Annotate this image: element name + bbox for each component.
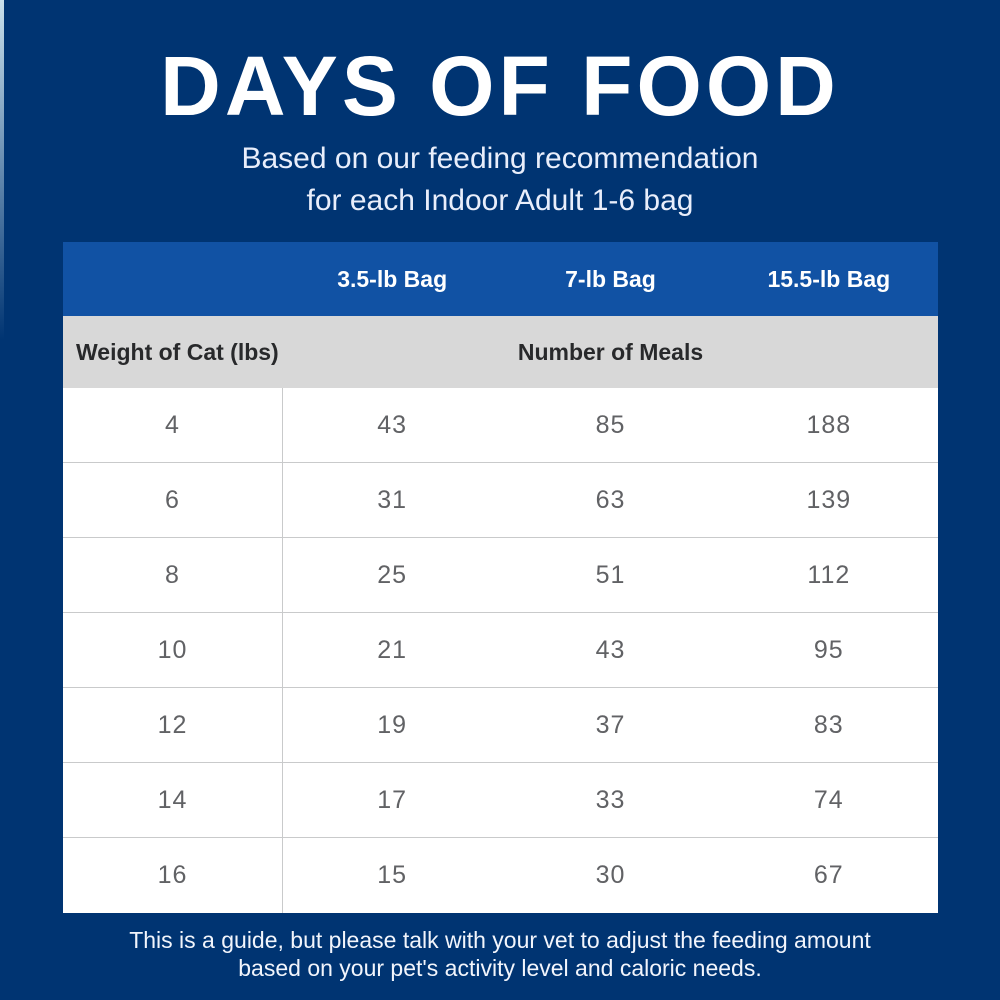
meals-cell: 17 (377, 785, 408, 814)
disclaimer-text: This is a guide, but please talk with yo… (0, 926, 1000, 982)
weight-cell: 8 (63, 538, 283, 612)
subtitle-line-2: for each Indoor Adult 1-6 bag (306, 184, 694, 217)
bag-header-7lb: 7-lb Bag (565, 265, 656, 292)
number-of-meals-header: Number of Meals (517, 338, 704, 365)
meals-cell: 51 (595, 560, 626, 589)
weight-cell: 10 (63, 613, 283, 687)
subtitle-line-1: Based on our feeding recommendation (241, 142, 759, 175)
meals-cell: 188 (806, 410, 852, 439)
weight-cell: 6 (63, 463, 283, 537)
meals-cell: 21 (377, 635, 408, 664)
meals-cell: 139 (806, 485, 852, 514)
weight-of-cat-header: Weight of Cat (lbs) (76, 338, 279, 365)
weight-cell: 12 (63, 688, 283, 762)
meals-cell: 33 (595, 785, 626, 814)
meals-cell: 112 (807, 560, 851, 589)
table-row: 12 19 37 83 (63, 688, 938, 763)
column-label-row: Weight of Cat (lbs) Number of Meals (63, 316, 938, 388)
table-row: 16 15 30 67 (63, 838, 938, 913)
meals-cell: 43 (595, 635, 626, 664)
table-row: 14 17 33 74 (63, 763, 938, 838)
page-title: DAYS OF FOOD (160, 39, 840, 133)
table-body: 4 43 85 188 6 31 63 139 8 25 51 112 10 21 43 95 12 19 37 83… (63, 388, 938, 913)
meals-cell: 30 (595, 861, 626, 889)
weight-cell: 4 (63, 388, 283, 462)
meals-cell: 15 (377, 861, 408, 889)
meals-cell: 83 (813, 710, 844, 739)
weight-cell: 14 (63, 763, 283, 837)
meals-cell: 74 (813, 785, 844, 814)
meals-cell: 67 (813, 861, 844, 889)
bag-header-empty-cell (63, 242, 283, 316)
meals-cell: 43 (377, 410, 408, 439)
meals-cell: 37 (595, 710, 626, 739)
table-row: 8 25 51 112 (63, 538, 938, 613)
meals-cell: 25 (377, 560, 408, 589)
meals-cell: 31 (377, 485, 408, 514)
meals-cell: 19 (377, 710, 408, 739)
bag-header-15-5lb: 15.5-lb Bag (767, 265, 891, 292)
table-row: 4 43 85 188 (63, 388, 938, 463)
feeding-guide-table: 3.5-lb Bag 7-lb Bag 15.5-lb Bag Weight o… (63, 242, 938, 913)
disclaimer-line-2: based on your pet's activity level and c… (238, 955, 762, 981)
table-row: 10 21 43 95 (63, 613, 938, 688)
weight-cell: 16 (63, 838, 283, 913)
meals-cell: 63 (595, 485, 626, 514)
meals-cell: 95 (813, 635, 844, 664)
disclaimer-line-1: This is a guide, but please talk with yo… (129, 927, 871, 953)
meals-cell: 85 (595, 410, 626, 439)
left-edge-artifact (0, 0, 4, 340)
bag-size-header-row: 3.5-lb Bag 7-lb Bag 15.5-lb Bag (63, 242, 938, 316)
page-subtitle: Based on our feeding recommendation for … (0, 138, 1000, 222)
table-row: 6 31 63 139 (63, 463, 938, 538)
bag-header-3-5lb: 3.5-lb Bag (337, 265, 448, 292)
